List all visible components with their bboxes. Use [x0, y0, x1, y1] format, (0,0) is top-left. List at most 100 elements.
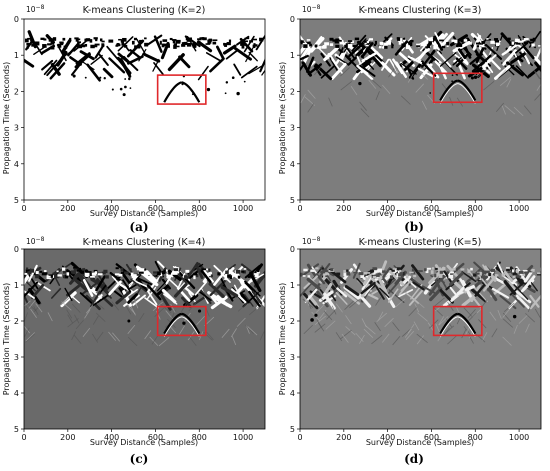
- deep-texture-stroke: [71, 331, 77, 341]
- surface-speckle: [436, 267, 441, 271]
- deep-texture-stroke: [328, 97, 333, 107]
- surface-speckle: [329, 37, 334, 41]
- y-tick-label: 4: [290, 160, 295, 169]
- surface-speckle: [330, 268, 334, 272]
- panel-c: K-means Clustering (K=4) 10−8 Propagatio…: [2, 236, 266, 466]
- surface-speckle: [467, 269, 471, 273]
- surface-speckle: [507, 271, 511, 273]
- surface-speckle: [182, 42, 188, 46]
- x-tick-label: 1000: [233, 204, 253, 213]
- reflection-stroke: [482, 277, 495, 292]
- surface-speckle: [374, 40, 377, 45]
- deep-texture-stroke: [25, 332, 36, 342]
- surface-speckle: [256, 271, 260, 274]
- reflection-stroke: [95, 275, 106, 292]
- reflection-stroke: [64, 287, 73, 302]
- reflection-stroke: [224, 267, 235, 277]
- x-tick-label: 800: [192, 433, 207, 442]
- deep-texture-stroke: [344, 300, 354, 310]
- surface-speckle: [460, 38, 464, 43]
- surface-speckle: [207, 273, 211, 277]
- y-tick-label: 4: [14, 389, 19, 398]
- reflection-stroke: [455, 52, 470, 68]
- surface-speckle: [377, 268, 382, 273]
- panel-b: K-means Clustering (K=3) 10−8 Propagatio…: [278, 4, 542, 234]
- y-tick-label: 4: [14, 160, 19, 169]
- surface-speckle: [315, 267, 319, 270]
- reflection-stroke: [314, 63, 333, 81]
- surface-speckle: [428, 39, 432, 44]
- surface-speckle: [201, 268, 207, 271]
- surface-speckle: [514, 274, 519, 278]
- reflection-stroke: [165, 270, 175, 285]
- deep-texture-stroke: [28, 299, 37, 309]
- deep-texture-stroke: [368, 79, 377, 89]
- surface-speckle: [185, 37, 189, 41]
- surface-speckle: [27, 37, 32, 40]
- surface-speckle: [90, 44, 95, 49]
- surface-speckle: [124, 271, 129, 275]
- deep-texture-stroke: [317, 322, 325, 332]
- surface-speckle: [94, 43, 100, 46]
- panel-a-xlabel: Survey Distance (Samples): [90, 209, 198, 218]
- surface-speckle: [123, 44, 128, 48]
- reflection-stroke: [79, 292, 94, 305]
- reflection-stroke: [256, 274, 265, 286]
- scatter-speck: [111, 88, 114, 91]
- surface-speckle: [254, 273, 259, 278]
- surface-speckle: [54, 274, 59, 279]
- reflection-stroke: [122, 279, 132, 293]
- surface-speckle: [366, 272, 371, 274]
- surface-speckle: [370, 269, 374, 272]
- deep-texture-stroke: [307, 103, 315, 113]
- deep-texture-stroke: [481, 332, 488, 342]
- surface-speckle: [171, 39, 177, 41]
- target-hyperbola: [439, 79, 477, 101]
- surface-speckle: [335, 44, 340, 48]
- x-tick-label: 600: [424, 433, 439, 442]
- surface-speckle: [476, 272, 480, 275]
- deep-texture-stroke: [95, 312, 106, 322]
- reflection-stroke: [147, 34, 163, 46]
- deep-texture-stroke: [463, 307, 473, 317]
- reflection-stroke: [347, 49, 365, 66]
- scatter-speck: [470, 76, 474, 80]
- surface-speckle: [516, 275, 522, 278]
- surface-speckle: [531, 43, 535, 47]
- panel-d-xlabel: Survey Distance (Samples): [366, 438, 474, 447]
- reflection-stroke: [50, 62, 61, 76]
- deep-texture-stroke: [170, 303, 176, 313]
- surface-speckle: [498, 40, 501, 43]
- reflection-stroke: [108, 57, 126, 74]
- scatter-speck: [224, 92, 227, 95]
- surface-speckle: [135, 273, 141, 276]
- surface-speckle: [139, 268, 145, 272]
- surface-speckle: [398, 273, 403, 277]
- deep-texture-stroke: [35, 303, 43, 313]
- reflection-stroke: [138, 277, 155, 287]
- deep-texture-stroke: [335, 303, 343, 313]
- x-tick-label: 800: [468, 204, 483, 213]
- surface-speckle: [174, 45, 180, 48]
- reflection-stroke: [534, 61, 541, 73]
- axes-frame: [23, 248, 266, 430]
- surface-speckle: [24, 272, 28, 275]
- reflection-stroke: [142, 52, 161, 63]
- deep-texture-stroke: [408, 307, 418, 317]
- scatter-speck: [236, 91, 240, 96]
- surface-speckle: [241, 41, 244, 44]
- surface-speckle: [61, 267, 66, 271]
- surface-speckle: [144, 37, 147, 40]
- surface-speckle: [59, 41, 64, 44]
- scatter-speck: [129, 87, 132, 89]
- deep-texture-stroke: [315, 304, 325, 314]
- surface-speckle: [438, 274, 443, 278]
- surface-speckle: [224, 43, 228, 47]
- surface-speckle: [529, 41, 533, 44]
- reflection-stroke: [425, 30, 443, 49]
- deep-texture-stroke: [341, 333, 349, 343]
- surface-speckle: [416, 44, 421, 47]
- reflection-stroke: [529, 294, 541, 310]
- deep-texture-stroke: [345, 315, 352, 325]
- x-tick-label: 0: [21, 433, 26, 442]
